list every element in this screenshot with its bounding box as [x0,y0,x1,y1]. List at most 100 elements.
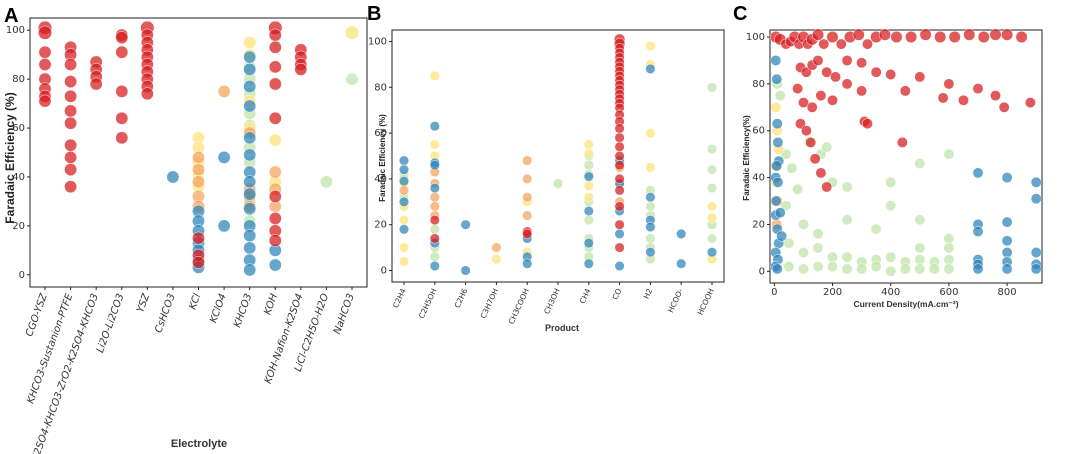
data-point-red [963,28,976,41]
data-point-blue [614,260,625,272]
data-point-yellow [706,201,718,212]
data-point-red [878,28,891,41]
data-point-orange [398,185,410,196]
data-point-yellow [429,70,440,81]
data-point-red [268,40,282,54]
panel-letter-b: B [367,3,381,25]
data-point-green [914,242,926,254]
data-point-orange [522,173,533,184]
data-point-red [614,141,625,152]
data-point-blue [771,160,783,172]
data-point-red [821,181,833,193]
data-point-blue [522,258,533,269]
data-point-yellow [398,256,410,267]
x-category-label: KHCO3 [232,292,254,329]
y-tick-label: 20 [374,220,387,231]
data-point-blue [398,196,410,207]
data-point-green [943,242,955,254]
data-point-red [614,150,625,162]
data-point-green [885,251,897,263]
data-point-red [64,163,78,177]
y-tick-label: 20 [12,221,25,232]
data-point-green [786,162,798,174]
data-point-red [614,185,625,196]
x-category-label: YSZ [135,291,152,314]
data-point-green [943,263,955,275]
data-point-green [827,251,838,263]
data-point-red [115,131,129,145]
data-point-yellow [645,162,656,173]
data-point-red [830,71,841,83]
data-point-green [943,254,955,266]
data-point-red [805,136,817,148]
data-point-blue [243,148,257,162]
panel-letter-c: C [733,3,747,25]
x-tick-label: 200 [823,287,842,298]
data-point-blue [429,183,440,194]
data-point-blue [1001,172,1013,184]
data-point-red [614,219,625,230]
data-point-blue [1001,263,1013,275]
data-point-blue [771,118,783,130]
data-point-blue [583,171,594,182]
data-point-blue [217,150,231,164]
x-category-label: CH4 [578,287,593,305]
data-point-green [552,178,564,189]
data-point-blue [614,228,625,239]
data-point-green [319,175,333,189]
data-point-orange [522,192,533,203]
data-point-orange [192,150,205,164]
data-point-yellow [706,212,718,223]
data-point-yellow [398,215,410,226]
data-point-blue [429,260,440,272]
data-point-blue [770,195,782,207]
y-tick-label: 80 [12,74,25,85]
data-point-green [899,263,911,275]
data-point-red [115,31,129,45]
data-point-red [268,190,282,203]
panel-c-frame [769,29,1043,284]
data-point-red [38,94,52,108]
x-category-label: C2H6 [453,287,470,310]
data-point-blue [243,131,257,145]
y-tick-label: 60 [12,123,25,134]
data-point-red [614,132,625,143]
data-point-yellow [583,192,594,203]
data-point-green [943,233,955,244]
panel-b-x-axis-label: Product [545,323,579,333]
x-category-label: CsHCO3 [153,292,177,334]
y-tick-label: 60 [374,128,387,139]
data-point-green [812,228,824,240]
data-point-green [792,183,804,195]
data-point-red [798,97,809,109]
data-point-red [64,89,78,103]
data-point-blue [1001,247,1013,258]
data-point-orange [268,165,282,179]
data-point-blue [398,176,410,187]
data-point-orange [522,155,533,166]
data-point-red [870,66,882,78]
y-tick-label: 100 [368,36,387,47]
panel-letter-a: A [4,5,18,27]
data-point-red [989,28,1002,41]
data-point-red [812,55,824,66]
y-tick-label: 80 [752,79,765,90]
data-point-red [827,94,838,106]
data-point-yellow [429,139,440,150]
data-point-blue [243,50,257,64]
data-point-green [914,214,926,226]
data-point-blue [243,80,257,93]
y-tick-label: 100 [6,25,25,36]
x-category-label: KCl [187,292,203,311]
data-point-green [774,90,786,102]
x-category-label: HCOO- [666,287,685,314]
data-point-green [841,214,853,226]
data-point-red [948,30,961,44]
data-point-red [1015,30,1028,44]
data-point-red [856,85,868,97]
x-category-label: C2H5OH [417,287,439,320]
y-tick-label: 0 [759,266,765,277]
data-point-green [798,218,809,230]
data-point-green [798,263,809,275]
data-point-green [429,224,440,235]
